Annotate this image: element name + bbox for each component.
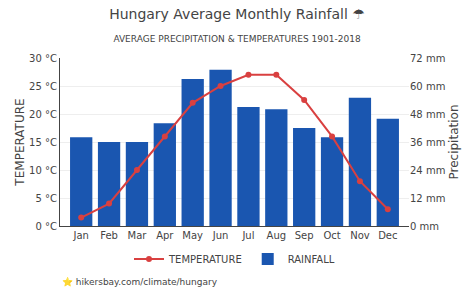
svg-text:RAINFALL: RAINFALL bbox=[288, 254, 335, 265]
svg-text:Feb: Feb bbox=[100, 230, 118, 241]
svg-text:0 mm: 0 mm bbox=[410, 221, 439, 232]
svg-text:20 °C: 20 °C bbox=[29, 109, 57, 120]
svg-text:Nov: Nov bbox=[350, 230, 370, 241]
svg-text:Jul: Jul bbox=[241, 230, 254, 241]
svg-text:Jun: Jun bbox=[212, 230, 229, 241]
svg-text:60 mm: 60 mm bbox=[410, 81, 445, 92]
svg-text:0 °C: 0 °C bbox=[35, 221, 57, 232]
svg-text:15 °C: 15 °C bbox=[29, 137, 57, 148]
svg-text:TEMPERATURE: TEMPERATURE bbox=[168, 254, 242, 265]
svg-text:25 °C: 25 °C bbox=[29, 81, 57, 92]
svg-text:30 °C: 30 °C bbox=[29, 53, 57, 64]
svg-text:Oct: Oct bbox=[323, 230, 340, 241]
svg-text:⭐ hikersbay.com/climate/hungar: ⭐ hikersbay.com/climate/hungary bbox=[62, 276, 218, 287]
svg-text:Dec: Dec bbox=[378, 230, 397, 241]
svg-text:72 mm: 72 mm bbox=[410, 53, 445, 64]
svg-text:48 mm: 48 mm bbox=[410, 109, 445, 120]
svg-text:24 mm: 24 mm bbox=[410, 165, 445, 176]
svg-text:12 mm: 12 mm bbox=[410, 193, 445, 204]
svg-text:Aug: Aug bbox=[267, 230, 287, 241]
svg-text:Sep: Sep bbox=[295, 230, 314, 241]
svg-text:10 °C: 10 °C bbox=[29, 165, 57, 176]
svg-text:Hungary Average Monthly Rainfa: Hungary Average Monthly Rainfall ☂ bbox=[109, 6, 365, 22]
svg-text:Mar: Mar bbox=[128, 230, 148, 241]
svg-text:AVERAGE PRECIPITATION & TEMPER: AVERAGE PRECIPITATION & TEMPERATURES 190… bbox=[113, 34, 361, 44]
svg-text:36 mm: 36 mm bbox=[410, 137, 445, 148]
svg-text:5 °C: 5 °C bbox=[35, 193, 57, 204]
svg-text:May: May bbox=[182, 230, 203, 241]
svg-text:Jan: Jan bbox=[72, 230, 88, 241]
svg-text:Apr: Apr bbox=[156, 230, 174, 241]
svg-text:TEMPERATURE: TEMPERATURE bbox=[13, 98, 27, 186]
svg-text:Precipitation: Precipitation bbox=[447, 104, 461, 179]
